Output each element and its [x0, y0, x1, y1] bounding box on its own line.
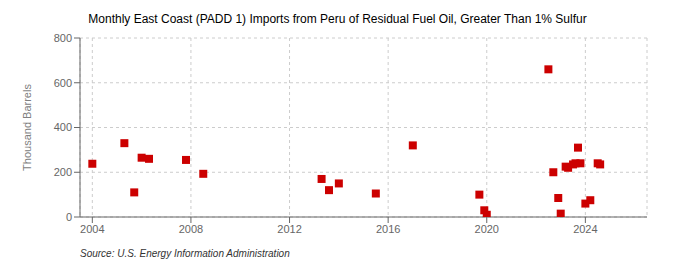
html-text:Monthly East Coast (PADD 1) Im: Monthly East Coast (PADD 1) Imports from… — [88, 12, 587, 26]
svg-text:2004: 2004 — [80, 223, 104, 235]
svg-text:Thousand Barrels: Thousand Barrels — [21, 84, 33, 171]
svg-text:2012: 2012 — [277, 223, 301, 235]
svg-text:2020: 2020 — [475, 223, 499, 235]
svg-text:2024: 2024 — [573, 223, 597, 235]
svg-text:600: 600 — [54, 77, 72, 89]
svg-text:800: 800 — [54, 32, 72, 44]
svg-text:400: 400 — [54, 121, 72, 133]
svg-text:2016: 2016 — [376, 223, 400, 235]
svg-text:200: 200 — [54, 166, 72, 178]
svg-text:2008: 2008 — [179, 223, 203, 235]
svg-text:0: 0 — [66, 211, 72, 223]
html-text:Source: U.S. Energy Informatio: Source: U.S. Energy Information Administ… — [80, 248, 290, 259]
